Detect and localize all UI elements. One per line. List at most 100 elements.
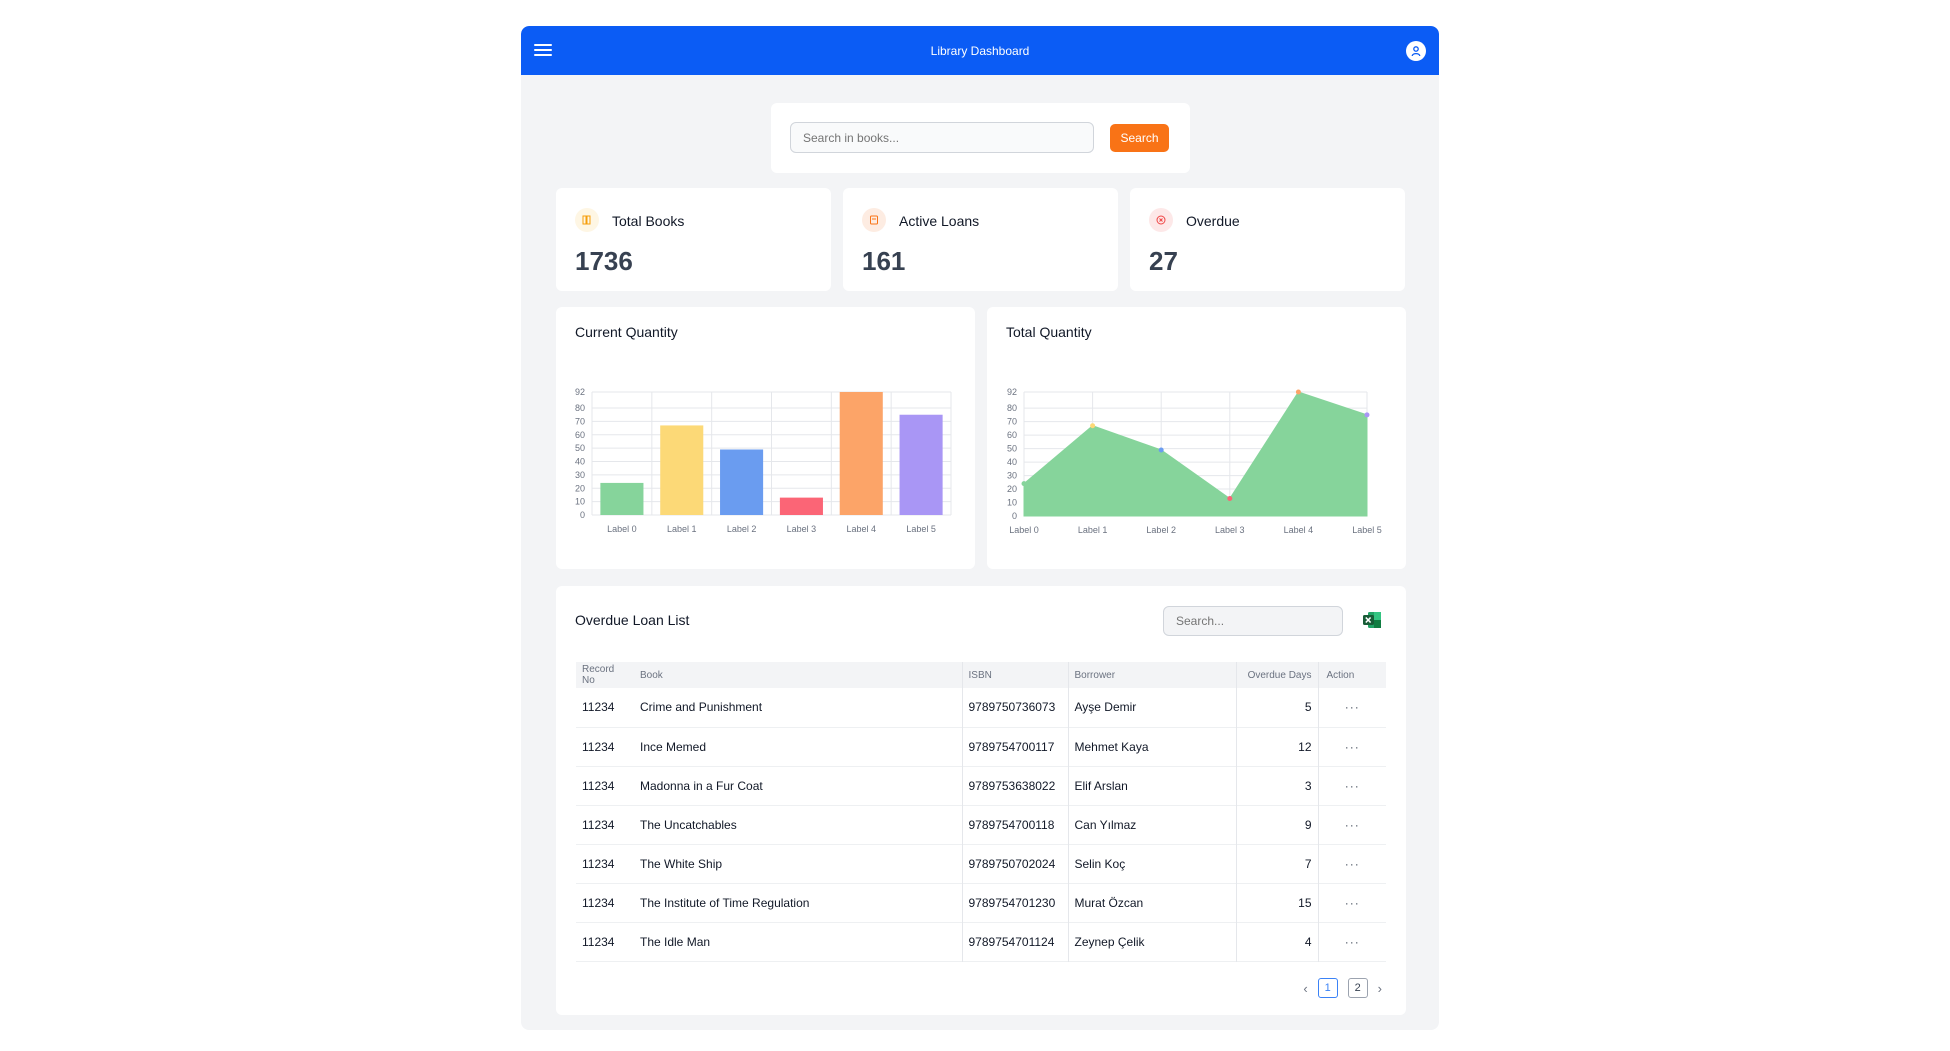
stat-card-active-loans: Active Loans 161 [843, 188, 1118, 291]
y-tick-label: 50 [1007, 444, 1017, 454]
record-no-cell: 11234 [582, 778, 615, 793]
table-row[interactable]: 11234 The White Ship 9789750702024 Selin Ko… [576, 844, 1386, 883]
book-search-input[interactable] [790, 122, 1094, 153]
overdue-days-cell: 7 [1236, 844, 1319, 883]
menu-icon[interactable] [534, 41, 552, 59]
overdue-loan-card: Overdue Loan List Record No Book ISBN Bo… [556, 586, 1406, 1015]
bar-2 [720, 449, 764, 515]
prev-page-icon[interactable]: ‹ [1303, 980, 1308, 996]
bar-0 [600, 482, 644, 515]
overdue-loan-table: Record No Book ISBN Borrower Overdue Day… [576, 662, 1386, 962]
borrower-cell: Selin Koç [1068, 844, 1237, 883]
borrower-cell: Mehmet Kaya [1068, 727, 1237, 766]
data-point-1 [1090, 423, 1096, 429]
record-no-cell: 11234 [582, 817, 615, 832]
record-no-cell: 11234 [582, 856, 615, 871]
page-button-2[interactable]: 2 [1347, 978, 1368, 998]
bar-1 [660, 425, 704, 515]
search-button[interactable]: Search [1110, 124, 1169, 152]
pagination: ‹ 1 2 › [1303, 978, 1382, 998]
data-point-0 [1021, 481, 1027, 487]
row-action-menu[interactable]: ··· [1344, 700, 1360, 715]
x-tick-label: Label 4 [1284, 525, 1314, 535]
chart-title: Total Quantity [1006, 324, 1092, 340]
book-search-panel: Search [771, 103, 1190, 173]
column-header-overdue-days[interactable]: Overdue Days [1236, 662, 1319, 688]
table-row[interactable]: 11234 The Institute of Time Regulation 978… [576, 883, 1386, 922]
column-header-record-no[interactable]: Record No [582, 664, 615, 686]
borrower-cell: Ayşe Demir [1068, 688, 1237, 727]
overdue-days-cell: 5 [1236, 688, 1319, 727]
stat-value: 1736 [575, 246, 633, 276]
stat-label: Active Loans [899, 213, 980, 229]
x-tick-label: Label 3 [787, 524, 817, 534]
x-tick-label: Label 5 [906, 524, 936, 534]
row-action-menu[interactable]: ··· [1344, 739, 1360, 754]
borrower-cell: Elif Arslan [1068, 766, 1237, 805]
y-tick-label: 92 [1007, 387, 1017, 397]
bar-5 [899, 414, 943, 515]
loan-icon [862, 208, 886, 232]
y-tick-label: 20 [1007, 484, 1017, 494]
y-tick-label: 70 [575, 416, 585, 426]
data-point-2 [1158, 447, 1164, 453]
table-row[interactable]: 11234 Madonna in a Fur Coat 9789753638022 E… [576, 766, 1386, 805]
book-cell: Madonna in a Fur Coat [634, 766, 963, 805]
y-tick-label: 20 [575, 483, 585, 493]
column-header-isbn[interactable]: ISBN [962, 662, 1069, 688]
area-series [1023, 391, 1368, 517]
app-window: Library Dashboard Search Total Books 173… [521, 26, 1439, 1030]
book-cell: The White Ship [634, 844, 963, 883]
row-action-menu[interactable]: ··· [1344, 817, 1360, 832]
column-header-borrower[interactable]: Borrower [1068, 662, 1237, 688]
isbn-cell: 9789754700117 [962, 727, 1069, 766]
top-bar: Library Dashboard [521, 26, 1439, 75]
book-icon [575, 208, 599, 232]
book-cell: Crime and Punishment [634, 688, 963, 727]
data-point-4 [1295, 389, 1301, 395]
y-tick-label: 60 [575, 430, 585, 440]
next-page-icon[interactable]: › [1377, 980, 1382, 996]
y-tick-label: 50 [575, 443, 585, 453]
x-tick-label: Label 0 [607, 524, 637, 534]
x-tick-label: Label 1 [667, 524, 697, 534]
current-quantity-chart-card: Current Quantity 0 10 20 30 40 50 60 70 80 92 Labe… [556, 307, 975, 569]
stat-card-total-books: Total Books 1736 [556, 188, 831, 291]
y-tick-label: 10 [1007, 498, 1017, 508]
row-action-menu[interactable]: ··· [1344, 934, 1360, 949]
table-search-input[interactable] [1163, 606, 1343, 636]
row-action-menu[interactable]: ··· [1344, 778, 1360, 793]
record-no-cell: 11234 [582, 700, 615, 715]
data-point-5 [1364, 412, 1370, 418]
borrower-cell: Can Yılmaz [1068, 805, 1237, 844]
row-action-menu[interactable]: ··· [1344, 895, 1360, 910]
overdue-days-cell: 3 [1236, 766, 1319, 805]
column-header-book[interactable]: Book [634, 662, 963, 688]
x-tick-label: Label 3 [1215, 525, 1245, 535]
book-cell: The Idle Man [634, 922, 963, 961]
y-tick-label: 92 [575, 387, 585, 397]
excel-export-icon[interactable] [1362, 610, 1382, 630]
y-tick-label: 0 [580, 510, 585, 520]
y-tick-label: 30 [1007, 471, 1017, 481]
y-tick-label: 0 [1012, 511, 1017, 521]
row-action-menu[interactable]: ··· [1344, 856, 1360, 871]
table-row[interactable]: 11234 Crime and Punishment 9789750736073 Ay… [576, 688, 1386, 727]
stat-label: Total Books [612, 213, 685, 229]
page-button-1[interactable]: 1 [1317, 978, 1338, 998]
bar-3 [779, 497, 823, 515]
overdue-days-cell: 9 [1236, 805, 1319, 844]
table-row[interactable]: 11234 The Idle Man 9789754701124 Zeynep Çel… [576, 922, 1386, 961]
x-tick-label: Label 2 [1146, 525, 1176, 535]
overdue-days-cell: 15 [1236, 883, 1319, 922]
overdue-days-cell: 4 [1236, 922, 1319, 961]
current-quantity-bar-chart: 0 10 20 30 40 50 60 70 80 92 Label 0 Label 1 Label 2… [575, 387, 952, 534]
x-tick-label: Label 0 [1009, 525, 1039, 535]
column-header-action: Action [1326, 669, 1355, 681]
table-row[interactable]: 11234 The Uncatchables 9789754700118 Can Yı… [576, 805, 1386, 844]
y-tick-label: 70 [1007, 417, 1017, 427]
borrower-cell: Murat Özcan [1068, 883, 1237, 922]
table-row[interactable]: 11234 Ince Memed 9789754700117 Mehmet Kaya 1… [576, 727, 1386, 766]
y-tick-label: 80 [1007, 403, 1017, 413]
user-avatar-icon[interactable] [1406, 41, 1426, 61]
